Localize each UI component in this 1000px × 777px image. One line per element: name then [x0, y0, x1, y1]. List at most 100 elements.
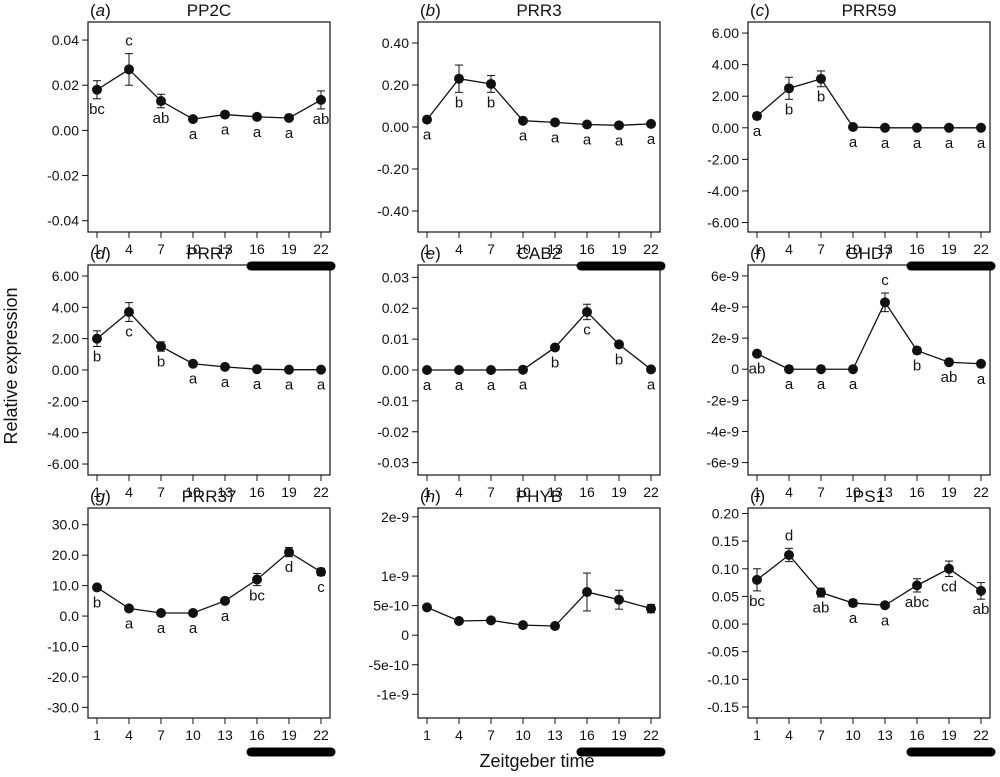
data-point — [518, 620, 528, 631]
significance-letter: a — [189, 620, 198, 637]
panel-letter: (b) — [420, 1, 441, 20]
significance-letter: ab — [813, 600, 830, 617]
data-point — [316, 364, 326, 375]
plot-frame — [417, 507, 661, 719]
x-tick-label: 19 — [611, 727, 627, 743]
data-point — [252, 574, 262, 585]
panel-letter: (f) — [750, 244, 766, 263]
data-point — [486, 78, 496, 89]
significance-letter: a — [157, 620, 166, 637]
y-tick-label: -4.00 — [47, 425, 79, 441]
significance-letter: a — [615, 132, 624, 149]
panel-g: PRR37 (g) 30.0 20.0 10.0 0.0 -10.0 -20.0 -30.0 1 4… — [47, 487, 336, 757]
plot-frame — [747, 21, 991, 233]
y-tick-label: -2e-9 — [706, 392, 739, 408]
significance-letter: a — [423, 127, 432, 144]
x-tick-label: 10 — [845, 484, 861, 500]
x-tick-label: 22 — [313, 241, 329, 257]
data-point — [550, 342, 560, 353]
x-tick-label: 13 — [217, 484, 233, 500]
x-tick-label: 22 — [973, 241, 989, 257]
data-point — [156, 341, 166, 352]
significance-letter: a — [551, 129, 560, 146]
data-point — [550, 117, 560, 128]
data-point — [912, 122, 922, 133]
significance-letter: c — [125, 33, 133, 50]
x-tick-label: 16 — [249, 727, 265, 743]
significance-letter: b — [93, 594, 101, 611]
panel-title: PRR7 — [186, 244, 231, 263]
y-tick-label: 0.02 — [382, 300, 409, 316]
x-tick-label: 22 — [973, 727, 989, 743]
data-point — [614, 120, 624, 131]
significance-letter: b — [455, 94, 463, 111]
data-point — [848, 598, 858, 609]
y-tick-label: -6.00 — [707, 215, 739, 231]
significance-letter: b — [157, 353, 165, 370]
data-point — [220, 595, 230, 606]
panel-f: GHD7 (f) 6e-9 4e-9 2e-9 0 -2e-9 -4e-9 -6e-9 1 4 7 10… — [706, 244, 991, 500]
significance-letter: a — [849, 610, 858, 627]
data-point — [518, 115, 528, 126]
significance-letter: bc — [89, 101, 105, 118]
significance-letter: a — [519, 377, 528, 394]
y-tick-label: -20.0 — [47, 669, 79, 685]
data-point — [752, 110, 762, 121]
x-tick-label: 19 — [281, 727, 297, 743]
y-tick-label: -4.00 — [707, 183, 739, 199]
y-tick-label: -1e-9 — [376, 686, 409, 702]
data-point — [816, 587, 826, 598]
data-point — [582, 306, 592, 317]
x-tick-label: 10 — [515, 241, 531, 257]
x-tick-label: 22 — [643, 241, 659, 257]
significance-letter: a — [647, 131, 656, 148]
significance-letter: a — [253, 124, 262, 141]
series-line — [756, 301, 982, 370]
x-tick-label: 4 — [455, 484, 463, 500]
significance-letter: a — [455, 377, 464, 394]
plot-frame — [747, 264, 991, 476]
significance-letter: b — [785, 101, 793, 118]
x-tick-label: 4 — [455, 241, 463, 257]
significance-letter: ab — [973, 601, 990, 618]
x-tick-label: 10 — [845, 241, 861, 257]
data-point — [614, 339, 624, 350]
panel-title: PRR37 — [182, 487, 237, 506]
significance-letter: c — [125, 323, 133, 340]
x-tick-label: 10 — [185, 484, 201, 500]
y-tick-label: 2.00 — [52, 331, 79, 347]
data-point — [784, 364, 794, 375]
panel-grid: PP2C(a)0.040.020.00-0.02-0.041 4 7 10 13 16 19… — [47, 1, 996, 757]
y-tick-label: 4e-9 — [711, 299, 739, 315]
data-point — [454, 615, 464, 626]
significance-letter: c — [317, 579, 325, 596]
y-tick-label: -6e-9 — [706, 455, 739, 471]
x-tick-label: 10 — [515, 727, 531, 743]
data-point — [124, 603, 134, 614]
data-point — [976, 358, 986, 369]
x-tick-label: 7 — [817, 484, 825, 500]
x-tick-label: 16 — [909, 727, 925, 743]
x-tick-label: 16 — [579, 484, 595, 500]
panel-letter: (i) — [750, 487, 765, 506]
y-tick-label: 2e-9 — [711, 330, 739, 346]
significance-letter: a — [583, 131, 592, 148]
panel-title: PHYB — [516, 487, 562, 506]
y-tick-label: 0.00 — [52, 362, 79, 378]
data-point — [646, 364, 656, 375]
y-tick-label: 0.03 — [382, 269, 409, 285]
series-line — [96, 551, 322, 614]
significance-letter: ab — [749, 361, 766, 378]
y-tick-label: 0.00 — [712, 120, 739, 136]
y-tick-label: 4.00 — [712, 57, 739, 73]
series-line — [756, 554, 982, 606]
y-tick-label: 0 — [401, 627, 409, 643]
panel-letter: (a) — [90, 1, 111, 20]
x-tick-label: 19 — [611, 484, 627, 500]
significance-letter: a — [189, 126, 198, 143]
y-tick-label: 0.20 — [382, 77, 409, 93]
y-tick-label: -2.00 — [707, 151, 739, 167]
panel-i: PS1 (i) 0.20 0.15 0.10 0.05 0.00 -0.05 -0.10 -0.1… — [707, 487, 996, 757]
x-tick-label: 10 — [185, 727, 201, 743]
data-point — [188, 608, 198, 618]
